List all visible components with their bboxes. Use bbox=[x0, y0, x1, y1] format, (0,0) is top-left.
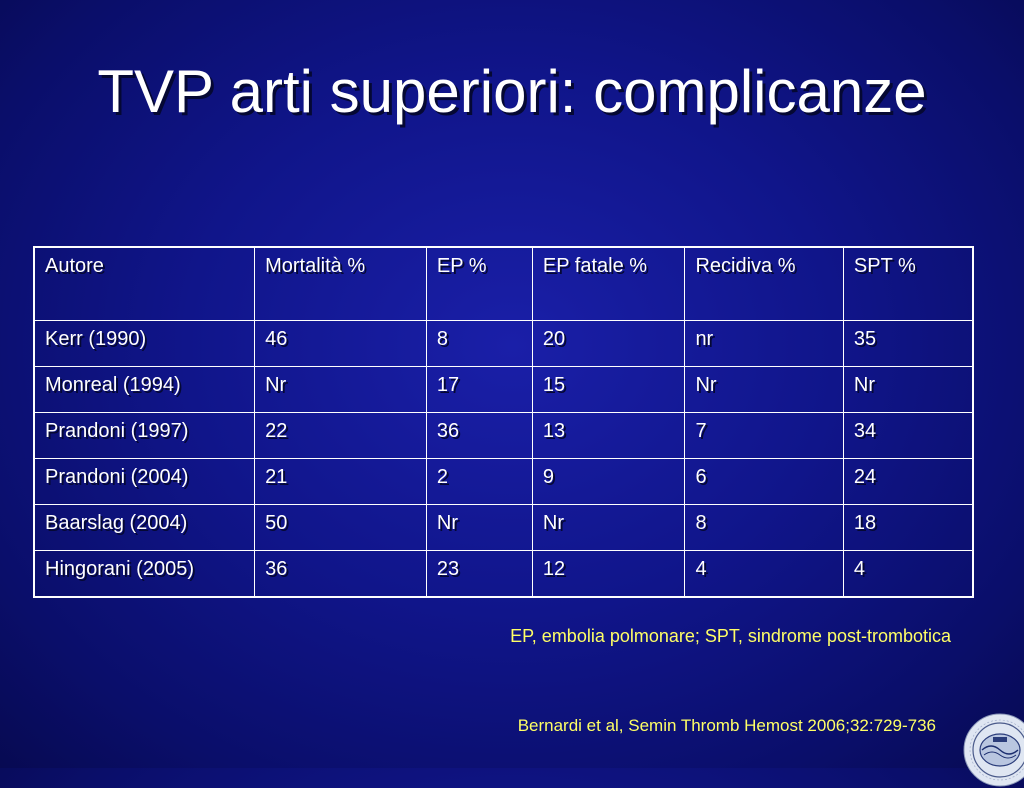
cell-author: Prandoni (1997) bbox=[33, 412, 256, 459]
cell-author: Hingorani (2005) bbox=[33, 550, 256, 598]
cell-spt: 24 bbox=[842, 458, 974, 505]
cell-recurrence: 7 bbox=[684, 412, 844, 459]
cell-mortality: 50 bbox=[254, 504, 427, 551]
cell-ep-fatal: 13 bbox=[531, 412, 686, 459]
cell-ep: 17 bbox=[425, 366, 533, 413]
cell-mortality: 36 bbox=[254, 550, 427, 598]
cell-author: Monreal (1994) bbox=[33, 366, 256, 413]
cell-mortality: Nr bbox=[254, 366, 427, 413]
slide-title: TVP arti superiori: complicanze bbox=[97, 58, 927, 125]
cell-spt: 4 bbox=[842, 550, 974, 598]
cell-mortality: 22 bbox=[254, 412, 427, 459]
table-row: Hingorani (2005) 36 23 12 4 4 bbox=[33, 550, 974, 598]
cell-spt: 35 bbox=[842, 320, 974, 367]
cell-author: Prandoni (2004) bbox=[33, 458, 256, 505]
cell-recurrence: Nr bbox=[684, 366, 844, 413]
cell-recurrence: 6 bbox=[684, 458, 844, 505]
complications-table: Autore Mortalità % EP % EP fatale % Reci… bbox=[33, 246, 974, 598]
header-recurrence: Recidiva % bbox=[684, 246, 844, 321]
cell-ep-fatal: Nr bbox=[531, 504, 686, 551]
cell-ep-fatal: 12 bbox=[531, 550, 686, 598]
cell-spt: Nr bbox=[842, 366, 974, 413]
cell-spt: 18 bbox=[842, 504, 974, 551]
cell-ep: Nr bbox=[425, 504, 533, 551]
cell-ep-fatal: 20 bbox=[531, 320, 686, 367]
header-author: Autore bbox=[33, 246, 256, 321]
table-row: Monreal (1994) Nr 17 15 Nr Nr bbox=[33, 366, 974, 413]
header-mortality: Mortalità % bbox=[254, 246, 427, 321]
cell-ep: 2 bbox=[425, 458, 533, 505]
abbreviations-footnote: EP, embolia polmonare; SPT, sindrome pos… bbox=[510, 626, 951, 646]
cell-recurrence: 8 bbox=[684, 504, 844, 551]
cell-ep: 8 bbox=[425, 320, 533, 367]
table-row: Baarslag (2004) 50 Nr Nr 8 18 bbox=[33, 504, 974, 551]
header-ep-fatal: EP fatale % bbox=[531, 246, 686, 321]
cell-ep-fatal: 9 bbox=[531, 458, 686, 505]
cell-spt: 34 bbox=[842, 412, 974, 459]
cell-ep-fatal: 15 bbox=[531, 366, 686, 413]
cell-mortality: 46 bbox=[254, 320, 427, 367]
header-ep: EP % bbox=[425, 246, 533, 321]
table-row: Prandoni (2004) 21 2 9 6 24 bbox=[33, 458, 974, 505]
citation-reference: Bernardi et al, Semin Thromb Hemost 2006… bbox=[517, 716, 936, 735]
table-row: Kerr (1990) 46 8 20 nr 35 bbox=[33, 320, 974, 367]
table-row: Prandoni (1997) 22 36 13 7 34 bbox=[33, 412, 974, 459]
header-spt: SPT % bbox=[842, 246, 974, 321]
cell-author: Baarslag (2004) bbox=[33, 504, 256, 551]
cell-ep: 23 bbox=[425, 550, 533, 598]
cell-recurrence: 4 bbox=[684, 550, 844, 598]
cell-ep: 36 bbox=[425, 412, 533, 459]
table-header-row: Autore Mortalità % EP % EP fatale % Reci… bbox=[33, 246, 974, 321]
cell-mortality: 21 bbox=[254, 458, 427, 505]
cell-recurrence: nr bbox=[684, 320, 844, 367]
society-seal-icon bbox=[963, 713, 1024, 787]
cell-author: Kerr (1990) bbox=[33, 320, 256, 367]
